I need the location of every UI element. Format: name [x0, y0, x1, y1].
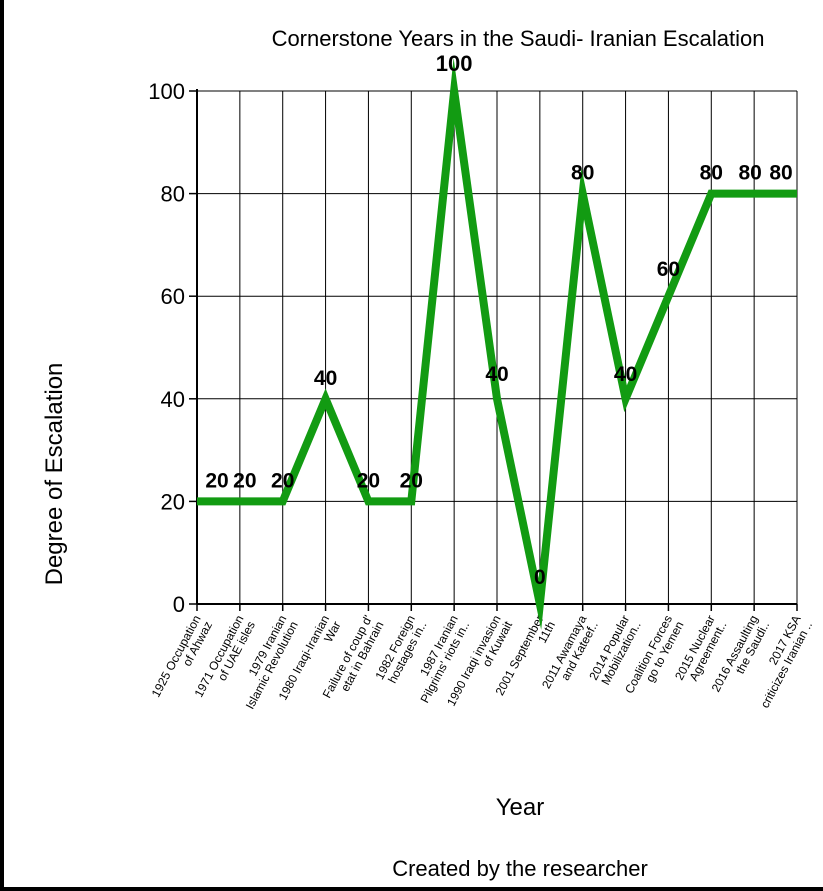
data-label: 20 [357, 469, 380, 492]
data-label: 0 [534, 566, 546, 589]
y-tick-label: 60 [161, 284, 185, 309]
chart-caption: Created by the researcher [392, 856, 648, 881]
x-axis-label: Year [496, 794, 545, 821]
data-label: 20 [233, 469, 256, 492]
data-label: 20 [400, 469, 423, 492]
data-label: 80 [700, 162, 723, 185]
data-label: 80 [738, 162, 761, 185]
series-group [196, 57, 798, 630]
y-tick-label: 40 [161, 387, 185, 412]
y-tick-label: 0 [173, 592, 185, 617]
y-tick-label: 20 [161, 489, 185, 514]
chart-title: Cornerstone Years in the Saudi- Iranian … [272, 26, 765, 51]
data-label: 40 [314, 367, 337, 390]
data-label: 80 [769, 162, 792, 185]
data-label: 40 [485, 363, 508, 386]
data-label: 80 [571, 162, 594, 185]
data-label: 20 [205, 469, 228, 492]
data-label: 60 [657, 258, 680, 281]
data-label: 40 [614, 363, 637, 386]
chart-grid [196, 90, 798, 605]
data-label: 20 [271, 469, 294, 492]
y-tick-label: 100 [148, 79, 185, 104]
data-label: 100 [436, 51, 473, 76]
y-axis-label: Degree of Escalation [41, 363, 68, 586]
y-tick-label: 80 [161, 182, 185, 207]
y-axis-ticks: 0 20 40 60 80 100 [148, 79, 197, 617]
